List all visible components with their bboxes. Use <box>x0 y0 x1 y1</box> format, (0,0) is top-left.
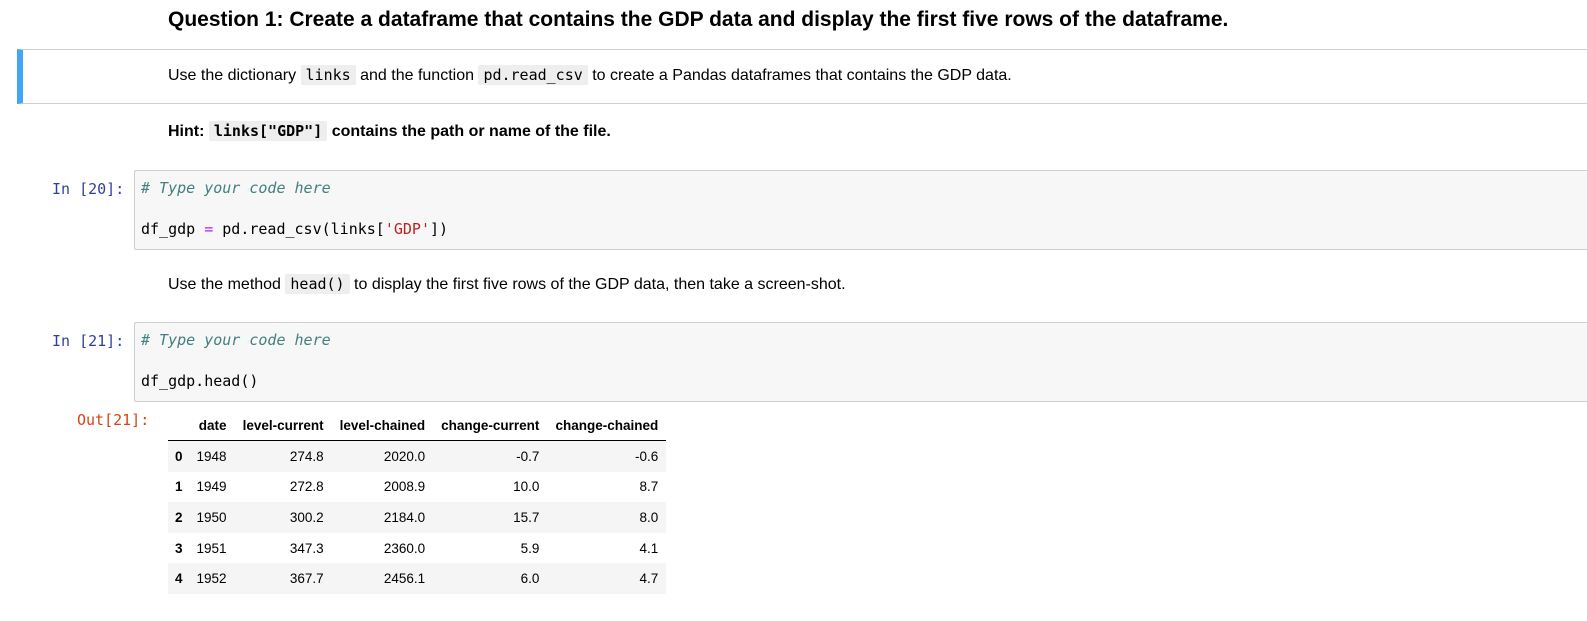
cell-level-chained: 2456.1 <box>383 571 426 587</box>
dataframe-output-table: date level-current level-chained change-… <box>168 410 667 594</box>
code-operator: = <box>204 220 214 238</box>
cell-change-current: 6.0 <box>520 571 540 587</box>
markdown-instruction-head: Use the method head() to display the fir… <box>168 274 846 294</box>
hint-text-after: contains the path or name of the file. <box>327 123 611 140</box>
table-header-row: date level-current level-chained change-… <box>168 410 667 441</box>
instruction-text-2: and the function <box>355 67 479 84</box>
column-header: date <box>188 410 235 441</box>
column-header: change-chained <box>547 410 667 441</box>
table-row: 1 1949 272.8 2008.9 10.0 8.7 <box>168 472 666 503</box>
output-prompt-21: Out[21]: <box>77 411 150 429</box>
column-header: level-chained <box>331 410 434 441</box>
cell-level-current: 274.8 <box>289 448 324 464</box>
cell-change-current: 5.9 <box>520 540 540 556</box>
cell-change-chained: 4.1 <box>639 540 659 556</box>
hint-label: Hint: <box>168 123 209 140</box>
hint-text: Hint: links["GDP"] contains the path or … <box>168 121 611 141</box>
input-prompt-20: In [20]: <box>52 180 125 198</box>
cell-change-chained: -0.6 <box>634 448 659 464</box>
code-token: df_gdp <box>141 220 205 238</box>
instruction-text-2: to display the first five rows of the GD… <box>349 276 846 293</box>
cell-level-chained: 2184.0 <box>383 509 426 525</box>
code-comment: # Type your code here <box>141 331 331 349</box>
row-index: 2 <box>175 509 183 525</box>
row-index: 0 <box>175 448 183 464</box>
row-index: 4 <box>175 571 183 587</box>
table-row: 3 1951 347.3 2360.0 5.9 4.1 <box>168 533 666 564</box>
code-comment: # Type your code here <box>141 179 331 197</box>
code-token: ]) <box>430 220 449 238</box>
column-header: level-current <box>234 410 332 441</box>
input-prompt-21: In [21]: <box>52 332 125 350</box>
cell-level-chained: 2008.9 <box>383 479 426 495</box>
row-index: 1 <box>175 479 183 495</box>
cell-change-chained: 4.7 <box>639 571 659 587</box>
cell-date: 1949 <box>196 479 227 495</box>
instruction-text-1: Use the dictionary <box>168 67 301 84</box>
cell-level-current: 272.8 <box>289 479 324 495</box>
cell-date: 1950 <box>196 509 227 525</box>
inline-code-read-csv: pd.read_csv <box>478 65 588 85</box>
column-header: change-current <box>433 410 548 441</box>
cell-date: 1952 <box>196 571 227 587</box>
cell-level-chained: 2020.0 <box>383 448 426 464</box>
code-cell-20[interactable]: # Type your code here df_gdp = pd.read_c… <box>134 170 1587 250</box>
markdown-instruction: Use the dictionary links and the functio… <box>168 65 1012 85</box>
cell-date: 1951 <box>196 540 227 556</box>
table-row: 2 1950 300.2 2184.0 15.7 8.0 <box>168 502 667 533</box>
cell-change-chained: 8.0 <box>639 509 659 525</box>
table-row: 4 1952 367.7 2456.1 6.0 4.7 <box>168 563 667 594</box>
code-token: pd.read_csv(links[ <box>213 220 385 238</box>
index-header <box>168 410 189 441</box>
inline-code-links-gdp: links["GDP"] <box>208 121 328 141</box>
cell-change-current: 10.0 <box>513 479 540 495</box>
row-index: 3 <box>175 540 183 556</box>
code-string: 'GDP' <box>384 220 430 238</box>
cell-level-chained: 2360.0 <box>383 540 426 556</box>
code-cell-21[interactable]: # Type your code here df_gdp.head() <box>134 322 1587 402</box>
inline-code-head: head() <box>285 274 350 294</box>
selected-markdown-cell[interactable] <box>17 49 1587 104</box>
cell-level-current: 300.2 <box>289 509 324 525</box>
inline-code-links: links <box>300 65 356 85</box>
cell-level-current: 367.7 <box>289 571 324 587</box>
instruction-text-3: to create a Pandas dataframes that conta… <box>587 67 1012 84</box>
instruction-text-1: Use the method <box>168 276 286 293</box>
cell-change-chained: 8.7 <box>639 479 659 495</box>
code-line-head: df_gdp.head() <box>141 372 259 390</box>
cell-level-current: 347.3 <box>289 540 324 556</box>
question-heading: Question 1: Create a dataframe that cont… <box>168 8 1229 31</box>
table-row: 0 1948 274.8 2020.0 -0.7 -0.6 <box>168 440 667 472</box>
cell-change-current: 15.7 <box>513 509 540 525</box>
cell-change-current: -0.7 <box>516 448 540 464</box>
cell-date: 1948 <box>196 448 227 464</box>
code-line-read-csv: df_gdp = pd.read_csv(links['GDP']) <box>141 220 448 238</box>
